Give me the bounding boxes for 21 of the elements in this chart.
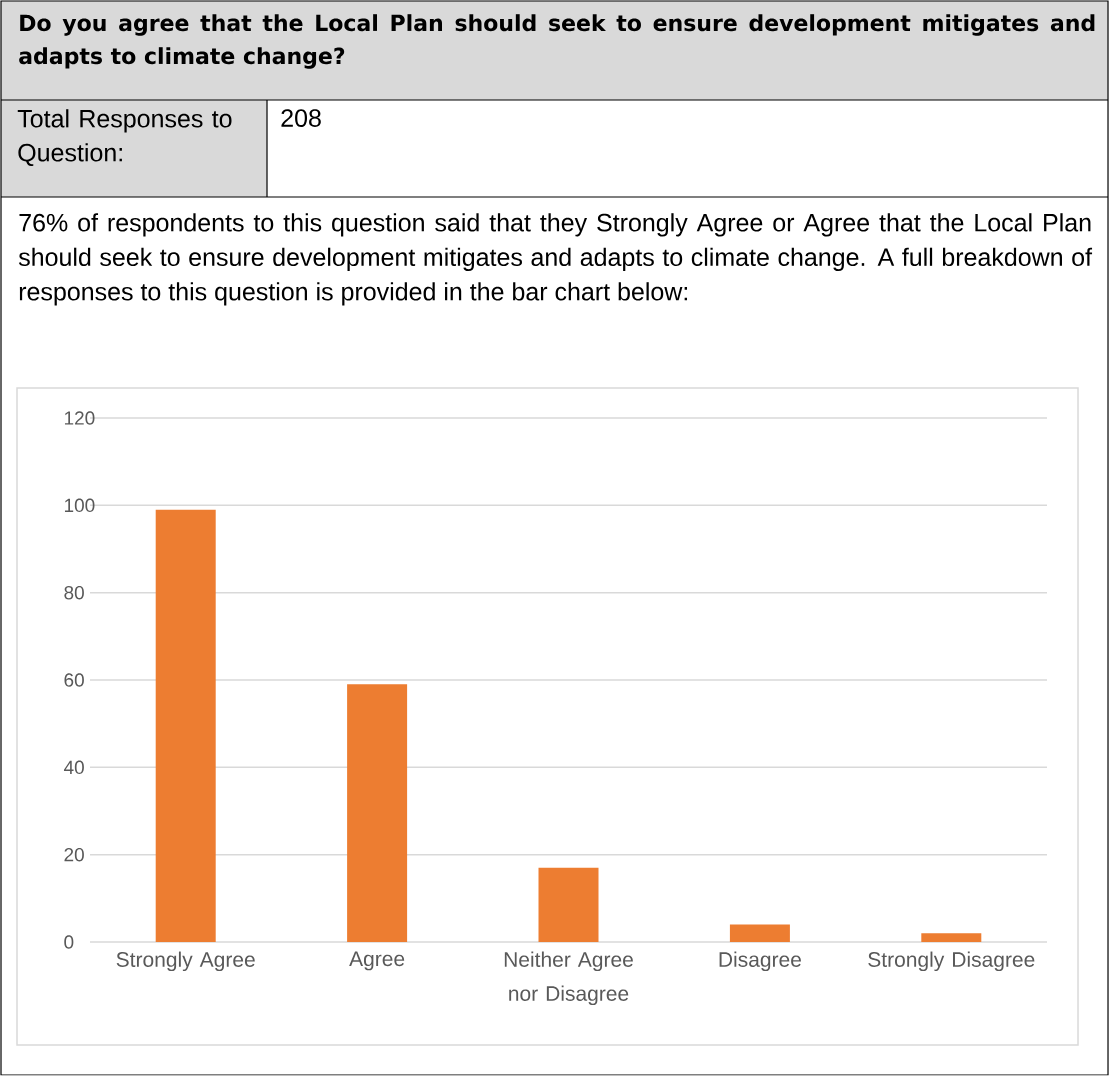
text: 76% of respondents to this question said that they Strongly Agree or Agree that the Local Plan should seek to ensure development mitigates and adapts to climate change. A full breakdown of responses to this question is provided in the bar chart below: xyxy=(18,213,1093,306)
y-tick-label: 60 xyxy=(64,673,84,687)
x-tick-label: Neither Agree nor Disagree xyxy=(504,951,633,1006)
bar xyxy=(921,933,982,943)
chart-title: Do you agree that the Local Plan should seek to ensure development mitigates and adapts to climate change? xyxy=(19,14,1095,69)
bar xyxy=(729,924,790,943)
x-tick-label: Strongly Disagree xyxy=(868,951,1035,972)
x-tick-label: Agree xyxy=(349,951,405,971)
y-tick-label: 0 xyxy=(64,935,74,949)
text: Total Responses to Question: xyxy=(17,109,232,167)
y-tick-label: 20 xyxy=(64,848,84,862)
bar xyxy=(538,867,599,943)
y-tick-label: 80 xyxy=(64,586,84,600)
y-tick-label: 120 xyxy=(64,411,95,425)
bar xyxy=(155,509,216,943)
x-tick-label: Strongly Agree xyxy=(116,951,255,972)
y-tick-label: 100 xyxy=(64,498,95,513)
bar xyxy=(347,684,408,943)
text: 208 xyxy=(281,109,321,128)
x-tick-label: Disagree xyxy=(719,951,801,972)
y-tick-label: 40 xyxy=(63,760,84,775)
